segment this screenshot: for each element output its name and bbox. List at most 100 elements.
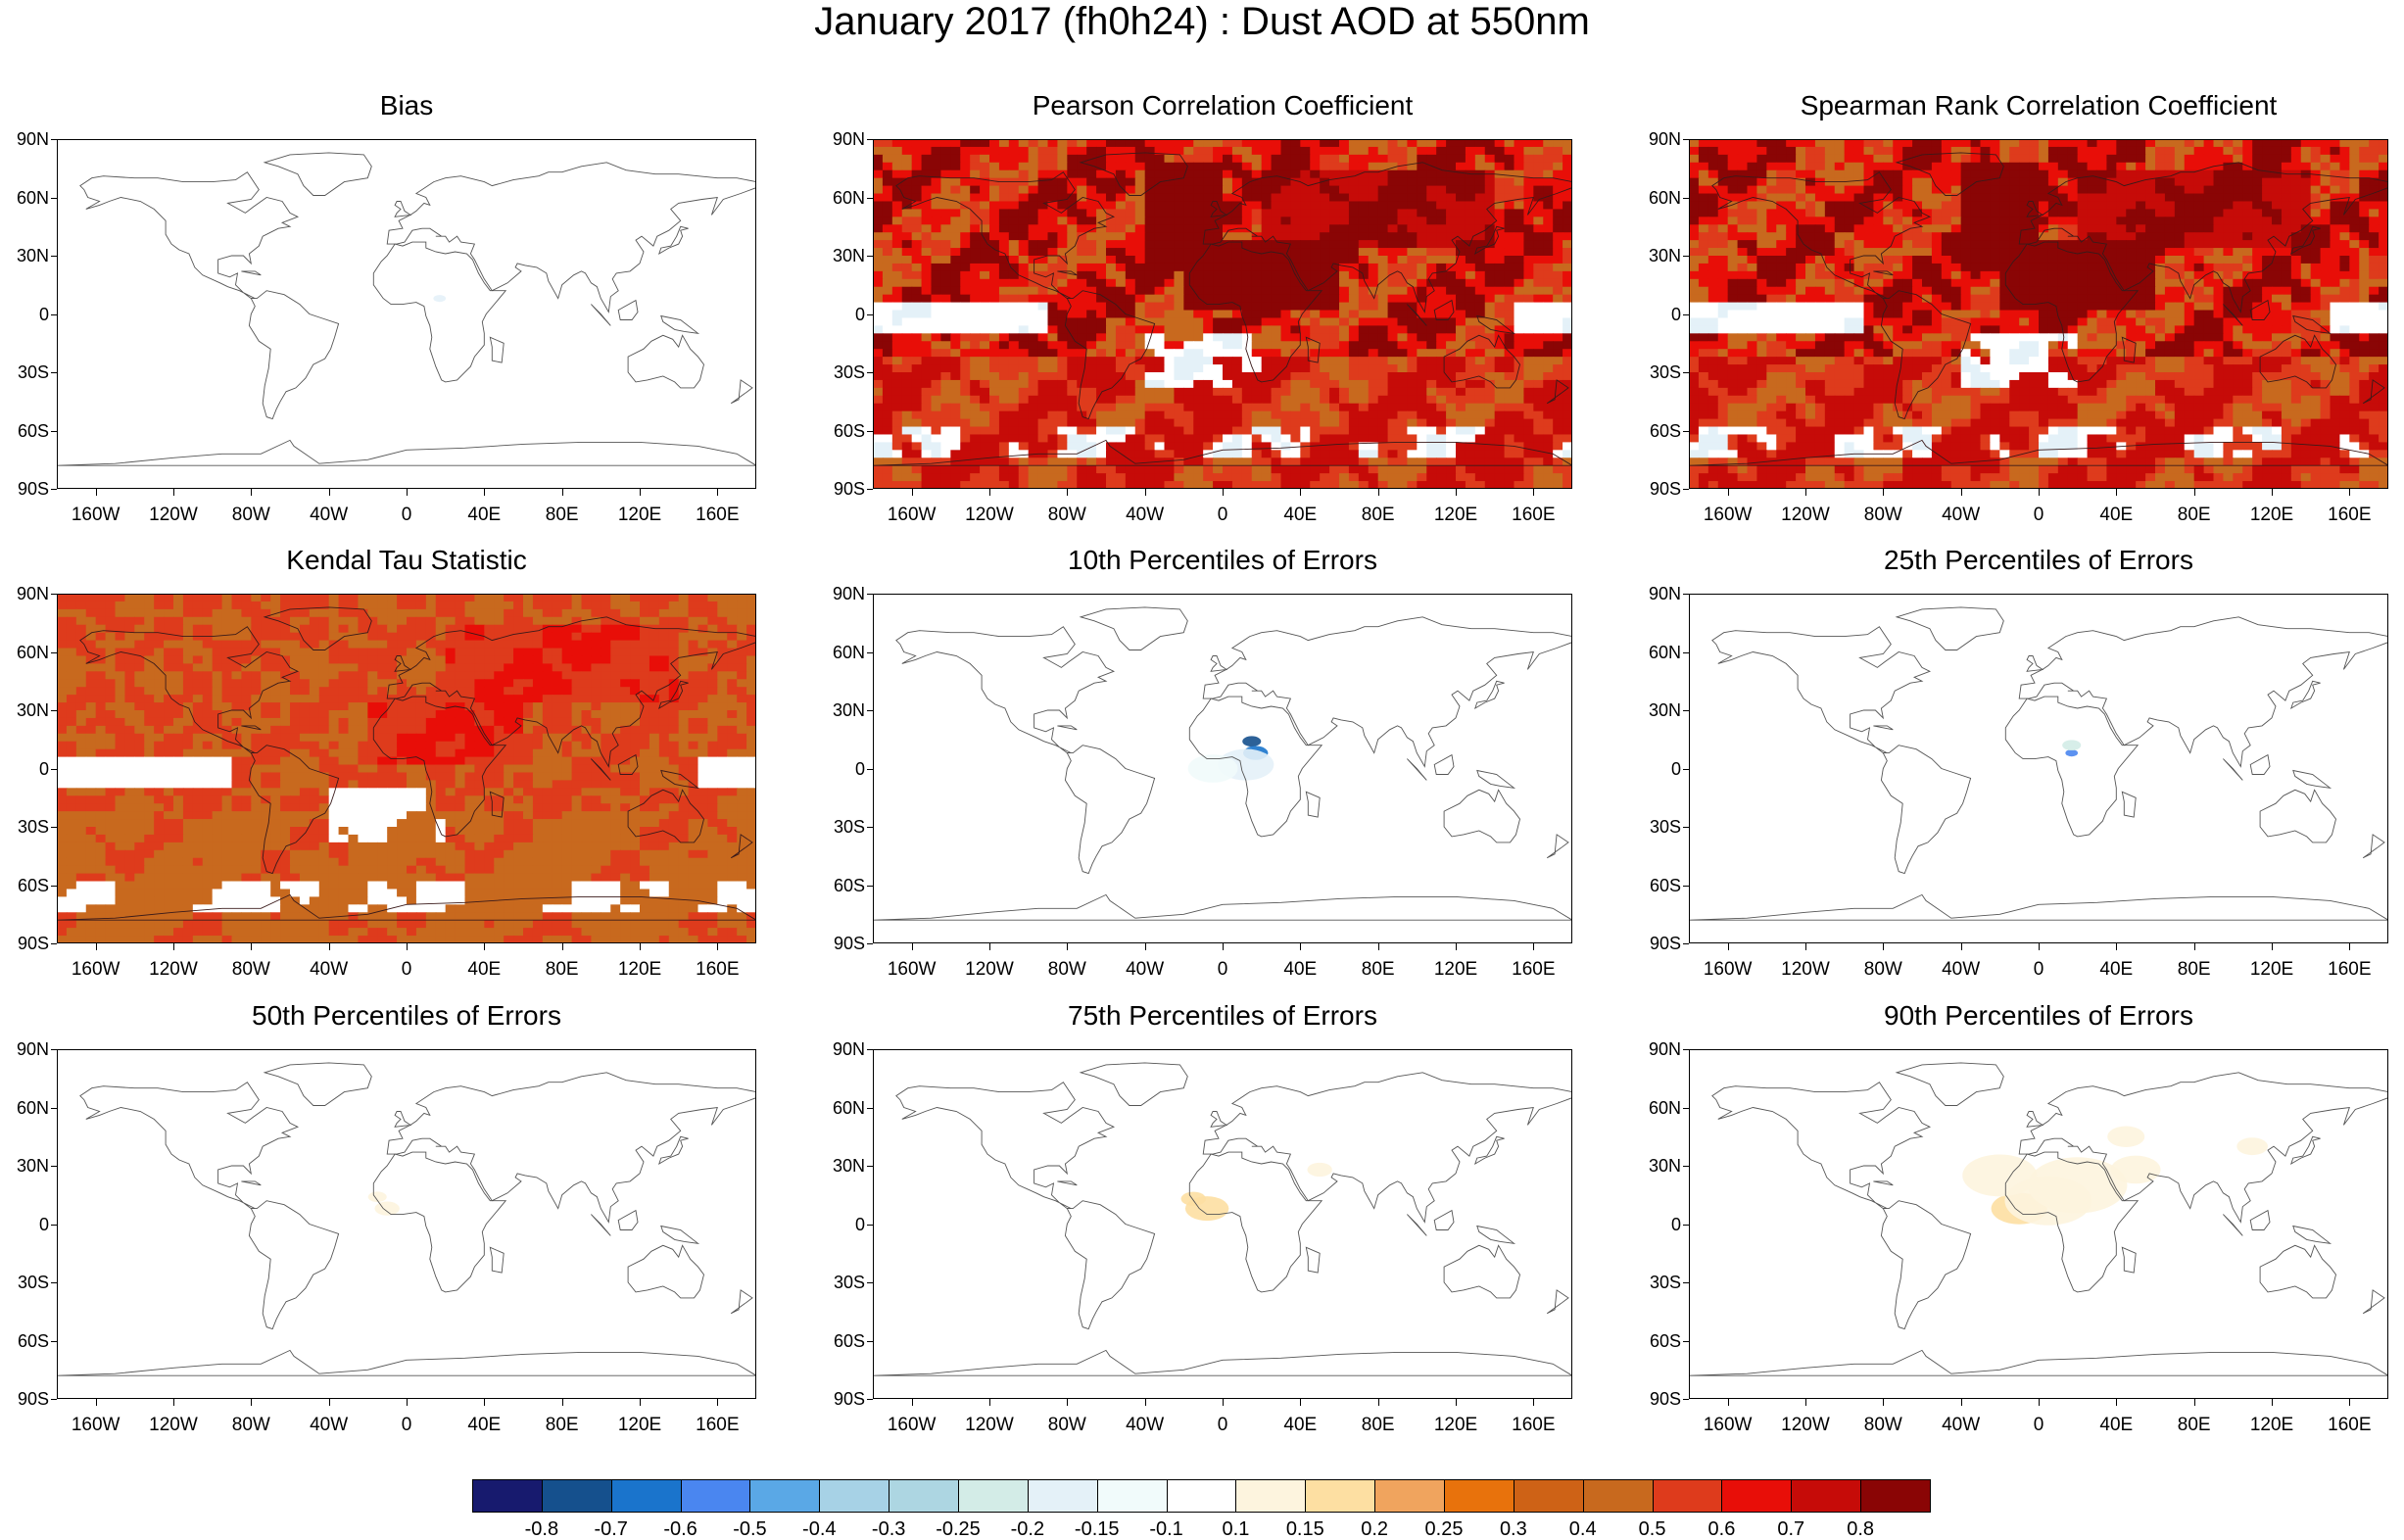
heatmap-cell	[1553, 333, 1563, 342]
heatmap-cell	[989, 163, 1000, 171]
heatmap-cell	[2339, 256, 2350, 265]
heatmap-cell	[2214, 224, 2225, 233]
heatmap-cell	[1242, 372, 1253, 381]
heatmap-cell	[1145, 163, 1156, 171]
heatmap-cell	[970, 419, 981, 428]
heatmap-cell	[1252, 256, 1263, 265]
heatmap-cell	[912, 419, 923, 428]
lon-tick	[1533, 489, 1534, 496]
heatmap-cell	[1272, 209, 1282, 217]
heatmap-cell	[1505, 201, 1515, 210]
heatmap-cell	[1456, 147, 1466, 156]
heatmap-cell	[1942, 201, 1952, 210]
heatmap-cell	[1776, 256, 1787, 265]
heatmap-cell	[1515, 333, 1525, 342]
heatmap-cell	[989, 303, 1000, 312]
heatmap-cell	[1242, 201, 1253, 210]
heatmap-cell	[1523, 224, 1534, 233]
heatmap-cell	[1426, 217, 1437, 225]
heatmap-cell	[1126, 279, 1136, 288]
heatmap-cell	[2214, 248, 2225, 257]
heatmap-cell	[1096, 427, 1107, 436]
heatmap-cell	[1388, 317, 1399, 326]
heatmap-cell	[2058, 139, 2069, 148]
heatmap-cell	[1873, 147, 1884, 156]
heatmap-cell	[1951, 287, 1962, 296]
heatmap-cell	[883, 341, 893, 350]
heatmap-cell	[1232, 465, 1243, 474]
heatmap-cell	[1223, 325, 1233, 334]
heatmap-cell	[1990, 224, 2000, 233]
heatmap-cell	[902, 434, 913, 443]
heatmap-cell	[1029, 333, 1039, 342]
heatmap-cell	[999, 287, 1010, 296]
heatmap-cell	[2039, 287, 2049, 296]
heatmap-cell	[1048, 155, 1059, 164]
heatmap-cell	[1505, 388, 1515, 397]
heatmap-cell	[1776, 139, 1787, 148]
heatmap-cell	[1543, 240, 1554, 249]
heatmap-cell	[932, 333, 942, 342]
heatmap-cell	[1223, 481, 1233, 489]
heatmap-cell	[1281, 147, 1292, 156]
heatmap-cell	[1902, 256, 1913, 265]
heatmap-cell	[1456, 311, 1466, 319]
heatmap-cell	[902, 333, 913, 342]
heatmap-cell	[1232, 178, 1243, 187]
heatmap-cell	[2223, 232, 2234, 241]
heatmap-cell	[902, 209, 913, 217]
heatmap-cell	[932, 349, 942, 358]
heatmap-cell	[2185, 170, 2195, 179]
heatmap-cell	[2262, 194, 2273, 203]
heatmap-cell	[1349, 295, 1360, 304]
heatmap-cell	[1232, 481, 1243, 489]
heatmap-cell	[2321, 240, 2332, 249]
heatmap-cell	[1417, 465, 1427, 474]
heatmap-cell	[1893, 209, 1903, 217]
heatmap-cell	[1902, 264, 1913, 272]
heatmap-cell	[1523, 264, 1534, 272]
heatmap-cell	[1942, 224, 1952, 233]
heatmap-cell	[1174, 271, 1184, 280]
heatmap-cell	[1057, 201, 1068, 210]
heatmap-cell	[1300, 364, 1311, 373]
heatmap-cell	[1349, 388, 1360, 397]
heatmap-cell	[912, 256, 923, 265]
heatmap-cell	[2175, 194, 2186, 203]
heatmap-cell	[1515, 271, 1525, 280]
heatmap-cell	[1523, 380, 1534, 389]
heatmap-cell	[1369, 139, 1379, 148]
heatmap-cell	[2262, 201, 2273, 210]
heatmap-cell	[1436, 232, 1447, 241]
heatmap-cell	[1183, 357, 1194, 365]
heatmap-cell	[1369, 427, 1379, 436]
heatmap-cell	[1543, 364, 1554, 373]
heatmap-cell	[1213, 465, 1224, 474]
heatmap-cell	[1825, 303, 1836, 312]
heatmap-cell	[2321, 287, 2332, 296]
heatmap-cell	[1339, 311, 1350, 319]
heatmap-cell	[1505, 396, 1515, 405]
heatmap-cell	[1106, 333, 1117, 342]
heatmap-cell	[1756, 311, 1767, 319]
heatmap-cell	[1038, 333, 1049, 342]
heatmap-cell	[1563, 303, 1572, 312]
heatmap-cell	[1883, 155, 1894, 164]
heatmap-cell	[2009, 271, 2020, 280]
heatmap-cell	[2048, 163, 2059, 171]
heatmap-cell	[1776, 279, 1787, 288]
heatmap-cell	[1388, 442, 1399, 451]
heatmap-cell	[1300, 209, 1311, 217]
heatmap-cell	[1495, 419, 1506, 428]
heatmap-cell	[1815, 209, 1826, 217]
heatmap-cell	[1349, 248, 1360, 257]
heatmap-cell	[1310, 194, 1321, 203]
heatmap-cell	[1057, 170, 1068, 179]
heatmap-cell	[1262, 349, 1273, 358]
heatmap-cell	[1398, 248, 1409, 257]
heatmap-cell	[989, 287, 1000, 296]
heatmap-cell	[1057, 155, 1068, 164]
heatmap-cell	[883, 248, 893, 257]
heatmap-cell	[1183, 217, 1194, 225]
heatmap-cell	[1835, 256, 1846, 265]
